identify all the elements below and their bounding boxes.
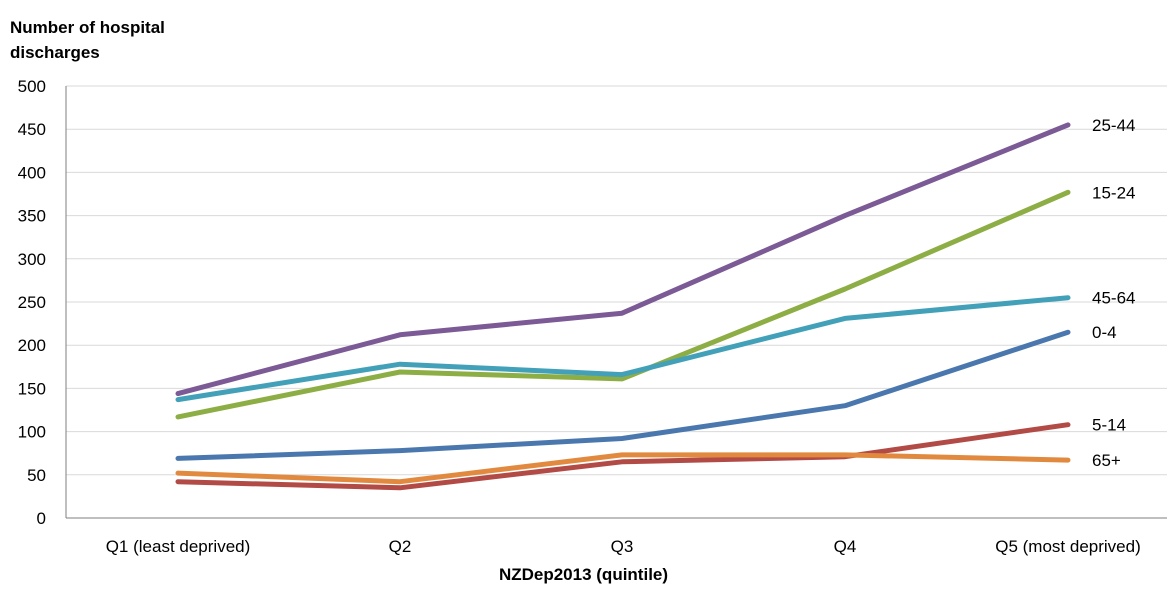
x-tick-label: Q4 (834, 537, 857, 556)
axes (65, 86, 1167, 519)
x-tick-label: Q5 (most deprived) (995, 537, 1141, 556)
x-tick-labels: Q1 (least deprived) Q2 Q3 Q4 Q5 (most depriv… (106, 537, 1141, 556)
series-label-25-44: 25-44 (1092, 116, 1135, 135)
series-line-5-14 (175, 422, 1071, 491)
y-tick-label: 250 (18, 293, 46, 312)
x-tick-label: Q1 (least deprived) (106, 537, 251, 556)
series-labels: 25-44 15-24 45-64 0-4 5-14 65+ (1092, 116, 1135, 470)
y-tick-label: 300 (18, 250, 46, 269)
series-line-0-4 (175, 329, 1071, 461)
series-label-0-4: 0-4 (1092, 323, 1117, 342)
series-lines (175, 122, 1071, 491)
y-tick-label: 400 (18, 163, 46, 182)
y-tick-label: 450 (18, 120, 46, 139)
y-axis-title: Number of hospital discharges (10, 18, 165, 62)
x-axis-title: NZDep2013 (quintile) (498, 565, 669, 584)
y-tick-label: 200 (18, 336, 46, 355)
series-label-15-24: 15-24 (1092, 183, 1135, 202)
y-tick-labels: 0 50 100 150 200 250 300 350 400 450 500 (18, 77, 46, 528)
y-tick-label: 150 (18, 379, 46, 398)
y-tick-label: 500 (18, 77, 46, 96)
series-label-5-14: 5-14 (1092, 416, 1126, 435)
series-line-45-64 (175, 295, 1071, 403)
series-line-65+ (175, 452, 1071, 485)
series-label-45-64: 45-64 (1092, 289, 1135, 308)
x-tick-label: Q3 (611, 537, 634, 556)
y-tick-label: 50 (27, 466, 46, 485)
x-tick-label: Q2 (389, 537, 412, 556)
series-label-65+: 65+ (1092, 451, 1121, 470)
gridlines (66, 85, 1167, 476)
y-tick-label: 350 (18, 207, 46, 226)
series-line-25-44 (175, 122, 1071, 397)
y-tick-label: 0 (37, 509, 46, 528)
series-line-15-24 (175, 189, 1071, 420)
y-tick-label: 100 (18, 423, 46, 442)
